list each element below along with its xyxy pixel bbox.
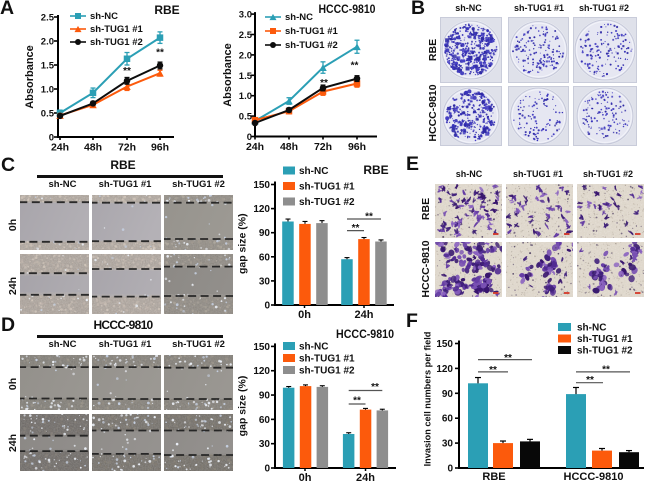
- svg-text:Absorbance: Absorbance: [24, 45, 36, 109]
- svg-text:120: 120: [253, 204, 270, 215]
- svg-text:**: **: [586, 375, 594, 386]
- svg-text:1.0: 1.0: [239, 91, 252, 102]
- svg-text:0: 0: [264, 301, 270, 312]
- svg-text:2.0: 2.0: [41, 37, 54, 48]
- svg-text:90: 90: [259, 391, 271, 402]
- svg-text:2.0: 2.0: [239, 50, 252, 61]
- svg-text:sh-TUG1 #2: sh-TUG1 #2: [577, 346, 633, 357]
- svg-text:30: 30: [259, 276, 271, 287]
- svg-text:RBE: RBE: [482, 471, 505, 483]
- svg-text:sh-NC: sh-NC: [90, 11, 118, 22]
- svg-text:RBE: RBE: [363, 163, 388, 177]
- svg-text:0: 0: [447, 464, 453, 475]
- svg-text:RBE: RBE: [154, 3, 179, 17]
- svg-text:1.0: 1.0: [41, 85, 54, 96]
- svg-text:24h: 24h: [246, 141, 264, 153]
- svg-text:90: 90: [259, 228, 271, 239]
- svg-text:120: 120: [436, 364, 453, 375]
- svg-text:0.5: 0.5: [41, 109, 55, 120]
- svg-text:96h: 96h: [151, 142, 169, 154]
- svg-text:**: **: [504, 353, 512, 364]
- svg-text:96h: 96h: [348, 141, 366, 153]
- svg-text:HCCC-9810: HCCC-9810: [319, 2, 376, 16]
- svg-text:1.5: 1.5: [41, 61, 55, 72]
- svg-text:**: **: [156, 48, 164, 59]
- svg-text:0: 0: [49, 133, 54, 144]
- svg-text:72h: 72h: [314, 141, 332, 153]
- svg-text:72h: 72h: [118, 142, 136, 154]
- svg-text:**: **: [351, 61, 359, 72]
- svg-text:48h: 48h: [280, 141, 298, 153]
- svg-text:90: 90: [442, 389, 454, 400]
- svg-text:60: 60: [259, 415, 271, 426]
- svg-text:0: 0: [247, 132, 252, 143]
- svg-text:0h: 0h: [298, 309, 311, 321]
- svg-text:**: **: [489, 365, 497, 376]
- svg-text:120: 120: [253, 366, 270, 377]
- svg-text:sh-NC: sh-NC: [285, 12, 313, 23]
- svg-text:30: 30: [259, 439, 271, 450]
- svg-text:sh-TUG1 #1: sh-TUG1 #1: [90, 24, 144, 35]
- svg-text:sh-NC: sh-NC: [299, 166, 328, 177]
- svg-text:gap size (%): gap size (%): [237, 213, 249, 274]
- svg-text:150: 150: [253, 180, 270, 191]
- svg-text:**: **: [602, 365, 610, 376]
- svg-text:3.0: 3.0: [239, 10, 252, 21]
- svg-text:60: 60: [442, 414, 454, 425]
- svg-text:**: **: [365, 212, 373, 223]
- svg-text:0: 0: [264, 464, 270, 475]
- svg-text:**: **: [123, 66, 131, 77]
- svg-text:Invasion cell numbers per fiel: Invasion cell numbers per field: [423, 332, 433, 467]
- svg-text:60: 60: [259, 252, 271, 263]
- svg-text:sh-NC: sh-NC: [299, 342, 328, 353]
- svg-text:150: 150: [436, 339, 453, 350]
- svg-text:24h: 24h: [51, 142, 69, 154]
- svg-text:sh-TUG1 #1: sh-TUG1 #1: [299, 354, 355, 365]
- svg-text:0h: 0h: [299, 472, 312, 484]
- svg-text:Absorbance: Absorbance: [222, 43, 234, 107]
- svg-text:**: **: [371, 382, 379, 393]
- svg-text:150: 150: [253, 342, 270, 353]
- svg-text:1.5: 1.5: [239, 71, 253, 82]
- svg-text:**: **: [320, 78, 328, 89]
- svg-text:sh-TUG1 #2: sh-TUG1 #2: [299, 197, 355, 208]
- svg-text:**: **: [352, 223, 360, 234]
- svg-text:sh-TUG1 #2: sh-TUG1 #2: [299, 366, 355, 377]
- svg-text:24h: 24h: [356, 472, 375, 484]
- svg-text:sh-TUG1 #2: sh-TUG1 #2: [285, 40, 338, 51]
- svg-text:**: **: [353, 396, 361, 407]
- svg-text:24h: 24h: [355, 309, 374, 321]
- svg-text:sh-TUG1 #1: sh-TUG1 #1: [299, 182, 355, 193]
- svg-text:2.5: 2.5: [41, 13, 55, 24]
- svg-text:gap size (%): gap size (%): [237, 376, 249, 437]
- svg-text:48h: 48h: [84, 142, 102, 154]
- svg-text:HCCC-9810: HCCC-9810: [336, 327, 394, 341]
- svg-text:0.5: 0.5: [239, 112, 253, 123]
- svg-text:30: 30: [442, 439, 454, 450]
- svg-text:sh-TUG1 #1: sh-TUG1 #1: [285, 26, 339, 37]
- svg-text:sh-TUG1 #2: sh-TUG1 #2: [90, 37, 143, 48]
- svg-text:HCCC-9810: HCCC-9810: [564, 471, 624, 483]
- svg-text:sh-NC: sh-NC: [577, 323, 606, 334]
- svg-text:2.5: 2.5: [239, 30, 253, 41]
- svg-text:sh-TUG1 #1: sh-TUG1 #1: [577, 334, 633, 345]
